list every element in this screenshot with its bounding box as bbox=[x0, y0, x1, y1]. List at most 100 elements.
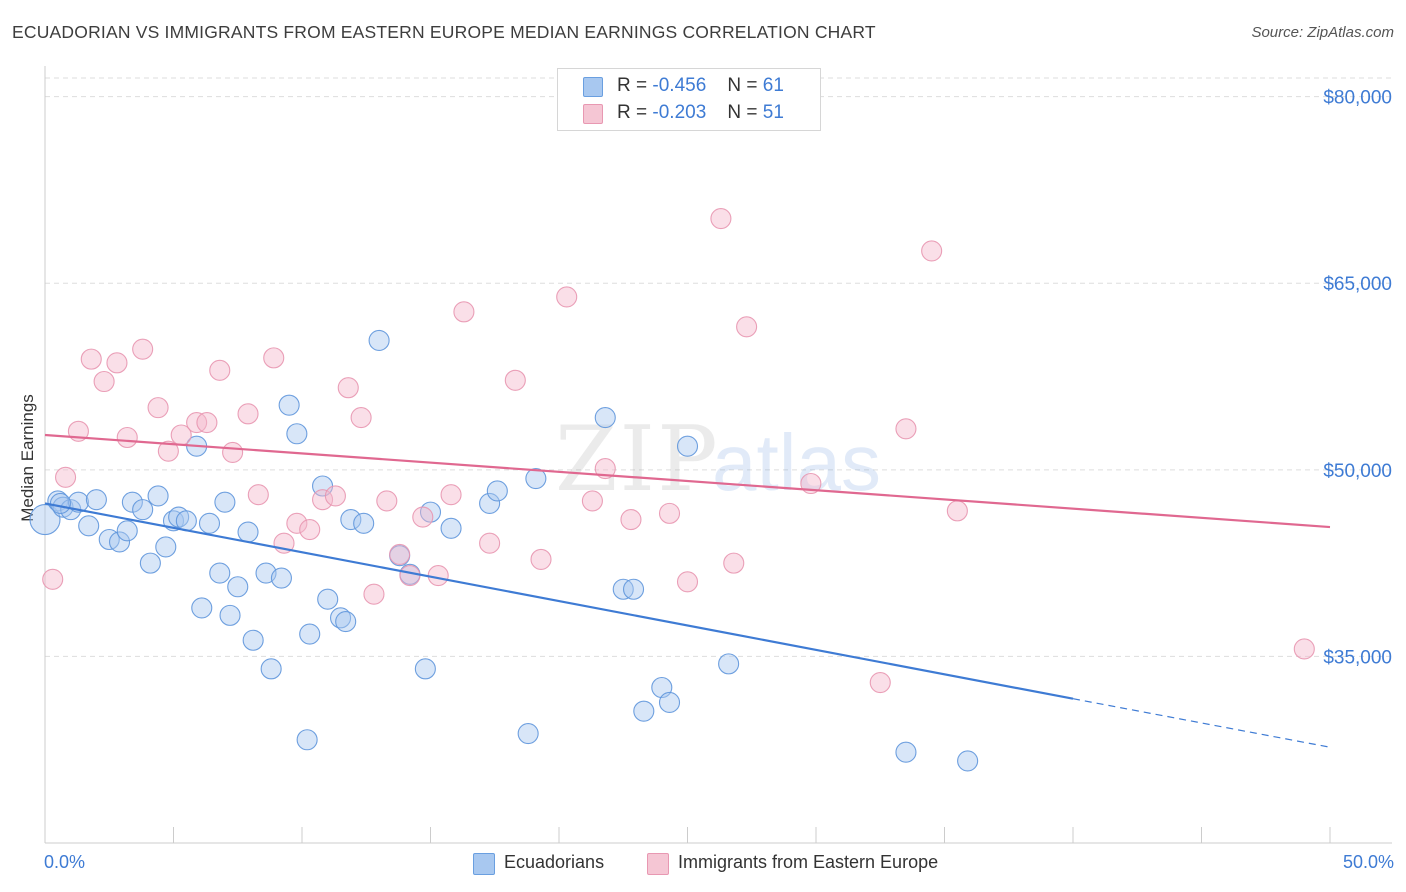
data-point bbox=[530, 548, 552, 570]
data-point bbox=[227, 576, 249, 598]
trend-line bbox=[44, 502, 1074, 700]
data-point bbox=[260, 658, 282, 680]
data-point bbox=[299, 518, 321, 541]
data-point bbox=[116, 520, 138, 542]
trend-line bbox=[44, 433, 1331, 529]
data-point bbox=[209, 359, 231, 381]
data-point bbox=[121, 491, 143, 513]
data-point bbox=[525, 467, 547, 490]
data-point bbox=[353, 512, 375, 534]
data-point bbox=[350, 407, 372, 429]
data-point bbox=[921, 240, 943, 262]
data-point bbox=[139, 552, 161, 574]
data-point bbox=[196, 412, 218, 434]
data-point bbox=[286, 423, 308, 445]
data-point bbox=[723, 552, 745, 574]
data-point bbox=[155, 536, 177, 558]
data-point bbox=[132, 338, 154, 360]
data-point bbox=[736, 316, 758, 338]
source-credit: Source: ZipAtlas.com bbox=[1251, 24, 1394, 41]
trend-line-extension bbox=[1072, 698, 1331, 748]
data-point bbox=[147, 485, 169, 507]
y-tick-label: $65,000 bbox=[1323, 274, 1392, 295]
gridlines bbox=[45, 77, 1392, 657]
data-point bbox=[363, 583, 385, 605]
legend-swatch-pink bbox=[647, 853, 669, 875]
data-point bbox=[517, 722, 539, 745]
legend-swatch-blue bbox=[473, 853, 495, 875]
data-point bbox=[106, 352, 128, 374]
data-point bbox=[895, 741, 917, 763]
data-point bbox=[376, 490, 398, 512]
data-point bbox=[556, 286, 578, 308]
data-point bbox=[1293, 638, 1315, 660]
r-value: -0.203 bbox=[652, 102, 707, 123]
watermark-zip: ZIP bbox=[555, 407, 720, 512]
data-point bbox=[237, 403, 259, 425]
data-point bbox=[237, 521, 259, 543]
series-ecuadorians bbox=[29, 329, 979, 772]
data-point bbox=[399, 565, 421, 587]
series-eastern-europe bbox=[42, 208, 1315, 694]
data-point bbox=[278, 394, 300, 416]
y-tick-label: $80,000 bbox=[1323, 88, 1392, 109]
data-point bbox=[658, 691, 681, 713]
data-point bbox=[29, 504, 61, 536]
data-point bbox=[312, 489, 334, 511]
x-tick-min: 0.0% bbox=[44, 852, 86, 872]
data-point bbox=[676, 435, 699, 457]
data-point bbox=[49, 492, 71, 514]
r-label: R = bbox=[617, 75, 648, 96]
r-value: -0.456 bbox=[652, 75, 707, 96]
data-point bbox=[242, 629, 264, 651]
data-point bbox=[414, 658, 436, 680]
data-point bbox=[440, 484, 462, 506]
series-legend: Ecuadorians Immigrants from Eastern Euro… bbox=[0, 852, 1406, 878]
data-point bbox=[594, 458, 616, 480]
data-point bbox=[676, 571, 699, 593]
watermark: ZIP atlas bbox=[555, 407, 881, 512]
chart-title: ECUADORIAN VS IMMIGRANTS FROM EASTERN EU… bbox=[12, 22, 876, 42]
data-point bbox=[98, 528, 120, 551]
data-point bbox=[296, 729, 318, 751]
data-point bbox=[55, 466, 77, 488]
axes bbox=[44, 66, 1392, 844]
r-label: R = bbox=[617, 102, 648, 123]
data-point bbox=[317, 588, 339, 610]
data-point bbox=[440, 517, 462, 539]
data-point bbox=[340, 509, 362, 531]
data-point bbox=[427, 565, 449, 587]
data-point bbox=[42, 568, 64, 590]
data-point bbox=[335, 611, 357, 633]
data-point bbox=[198, 512, 221, 534]
trend-lines bbox=[44, 433, 1331, 748]
data-point bbox=[191, 597, 213, 619]
data-point bbox=[108, 531, 131, 553]
data-point bbox=[157, 440, 179, 462]
data-point bbox=[412, 506, 434, 528]
data-point bbox=[957, 750, 979, 772]
data-point bbox=[479, 532, 501, 554]
data-point bbox=[214, 491, 236, 513]
data-point bbox=[453, 301, 475, 323]
data-point bbox=[247, 484, 269, 506]
data-point bbox=[710, 208, 732, 230]
legend-label: Immigrants from Eastern Europe bbox=[678, 852, 939, 872]
data-point bbox=[479, 492, 501, 514]
n-label: N = bbox=[727, 102, 758, 123]
n-value: 51 bbox=[762, 102, 784, 123]
data-point bbox=[337, 377, 359, 399]
data-point bbox=[486, 480, 508, 502]
y-tick-labels: $35,000 $50,000 $65,000 $80,000 bbox=[1323, 88, 1392, 669]
data-point bbox=[299, 623, 321, 645]
data-point bbox=[67, 491, 89, 513]
data-point bbox=[504, 369, 526, 391]
data-point bbox=[869, 671, 891, 694]
legend-swatch-pink bbox=[583, 104, 603, 124]
data-point bbox=[324, 485, 346, 507]
data-point bbox=[895, 418, 917, 440]
legend-swatch-blue bbox=[583, 77, 603, 97]
data-point bbox=[132, 499, 154, 521]
data-point bbox=[594, 407, 616, 429]
